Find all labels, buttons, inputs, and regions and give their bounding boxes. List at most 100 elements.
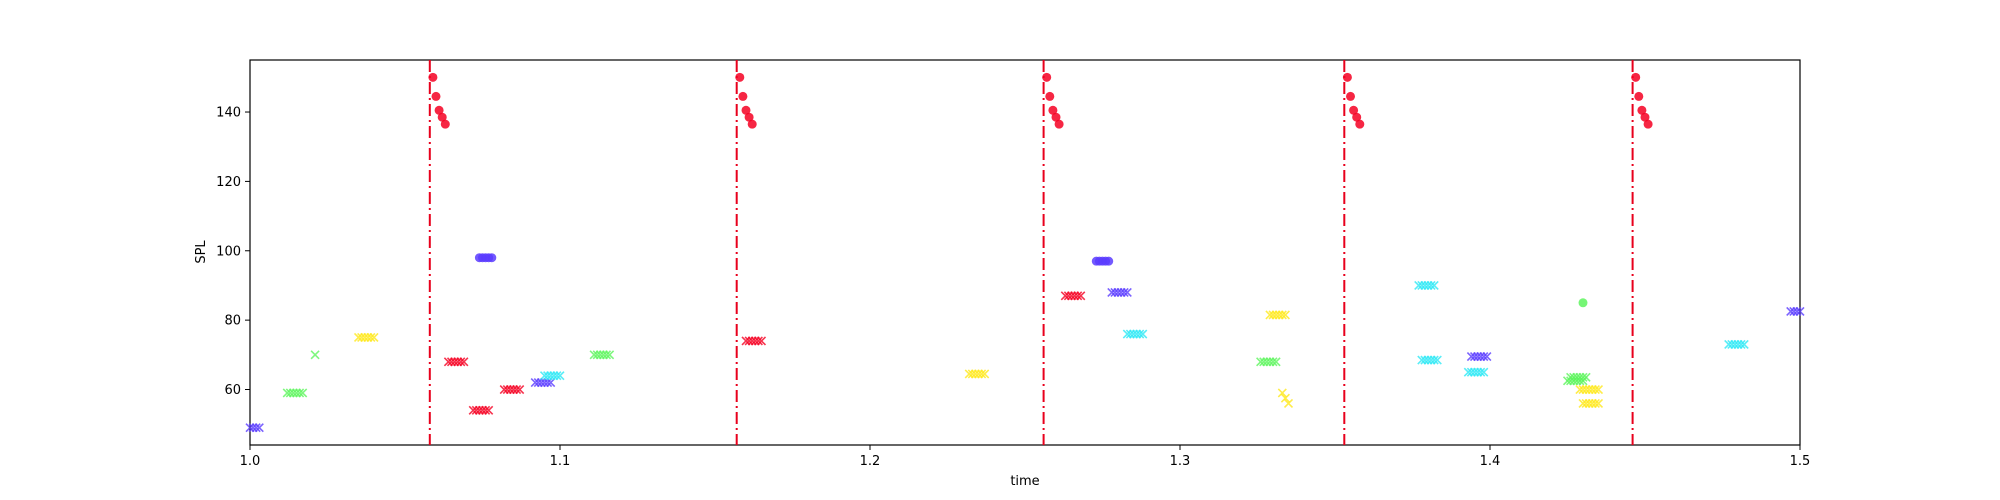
data-point [1076, 291, 1086, 301]
data-point [1277, 310, 1287, 320]
data-point [1104, 256, 1114, 266]
data-point [1048, 105, 1058, 115]
data-point [1119, 287, 1129, 297]
data-point [1054, 119, 1064, 129]
data-point [1593, 384, 1604, 395]
data-point [1640, 112, 1650, 122]
data-point [1073, 291, 1083, 301]
data-point [459, 357, 469, 367]
data-point [1795, 306, 1805, 317]
data-point [977, 369, 987, 379]
data-point [1590, 398, 1600, 408]
data-point [456, 357, 466, 367]
data-point [753, 336, 763, 346]
data-point [254, 423, 264, 433]
x-axis-title: time [1010, 474, 1039, 489]
data-point [512, 384, 522, 395]
data-point [1277, 388, 1287, 398]
x-tick-label: 1.3 [1170, 454, 1191, 469]
x-tick-label: 1.5 [1790, 454, 1811, 469]
data-point [487, 253, 497, 263]
data-point [735, 72, 745, 82]
data-point [1637, 105, 1647, 115]
data-point [1355, 119, 1365, 129]
x-tick-label: 1.2 [860, 454, 881, 469]
data-point [1280, 310, 1290, 320]
data-point [440, 119, 450, 129]
y-tick-label: 80 [224, 314, 241, 329]
plot-area [245, 59, 1805, 446]
x-tick-label: 1.0 [240, 454, 261, 469]
data-point [1476, 367, 1486, 377]
y-axis: 60 80 100 120 140 [216, 106, 250, 398]
y-tick-label: 60 [224, 383, 241, 398]
data-point [1631, 72, 1641, 82]
data-point [605, 350, 615, 360]
x-axis: 1.0 1.1 1.2 1.3 1.4 1.5 [240, 445, 1811, 469]
data-point [481, 405, 491, 415]
data-point [1138, 329, 1148, 339]
y-tick-label: 140 [216, 106, 241, 121]
plot-frame [249, 59, 1801, 446]
data-point [1578, 372, 1588, 382]
event-lines [428, 60, 1634, 445]
y-tick-label: 120 [216, 175, 241, 190]
data-point [369, 332, 379, 343]
data-point [1593, 398, 1604, 408]
y-tick-label: 100 [216, 244, 241, 259]
data-points [245, 72, 1805, 433]
data-point [310, 350, 320, 360]
data-point [1479, 351, 1489, 362]
data-point [1482, 351, 1492, 362]
data-point [1352, 112, 1362, 122]
data-point [251, 423, 261, 433]
data-point [747, 119, 757, 129]
data-point [366, 332, 376, 343]
data-point [298, 388, 308, 398]
data-point [1346, 91, 1355, 101]
data-point [1426, 280, 1436, 291]
data-point [1634, 91, 1644, 101]
data-point [1643, 119, 1653, 129]
data-point [1432, 355, 1442, 365]
data-point [1479, 367, 1489, 377]
data-point [295, 388, 305, 398]
data-point [744, 112, 754, 122]
data-point [428, 72, 438, 82]
data-point [1349, 105, 1359, 115]
data-point [1280, 393, 1290, 403]
data-point [1736, 339, 1746, 349]
data-point [1792, 306, 1802, 317]
data-point [741, 105, 751, 115]
data-point [1135, 329, 1145, 339]
data-point [552, 371, 562, 381]
data-point [1429, 280, 1439, 291]
data-point [1283, 398, 1294, 408]
data-point [437, 112, 447, 122]
data-point [1739, 339, 1749, 349]
y-axis-title: SPL [194, 240, 209, 264]
data-point [1578, 298, 1588, 308]
data-point [1590, 384, 1600, 395]
data-point [515, 384, 525, 395]
data-point [484, 405, 494, 415]
data-point [1122, 287, 1132, 297]
data-point [1045, 91, 1055, 101]
data-point [1051, 112, 1061, 122]
data-point [1581, 372, 1591, 382]
data-point [1429, 355, 1439, 365]
data-point [1342, 72, 1352, 82]
data-point [431, 91, 441, 101]
data-point [601, 350, 612, 360]
data-point [738, 91, 748, 101]
data-point [980, 369, 990, 379]
x-tick-label: 1.4 [1480, 454, 1501, 469]
data-point [1268, 357, 1278, 367]
data-point [756, 336, 767, 346]
data-point [1042, 72, 1052, 82]
x-tick-label: 1.1 [550, 454, 571, 469]
data-point [1271, 357, 1281, 367]
data-point [434, 105, 444, 115]
data-point [555, 371, 565, 381]
